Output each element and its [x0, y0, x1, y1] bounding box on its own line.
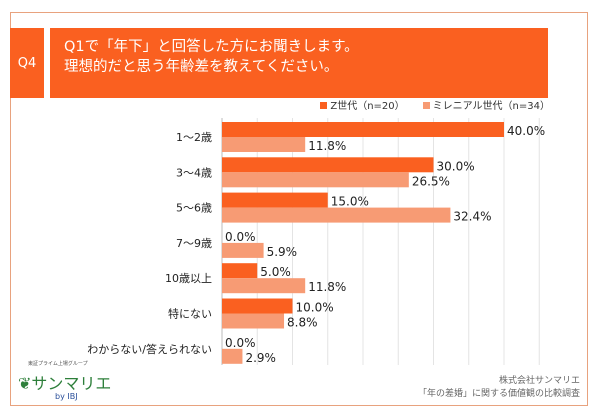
category-label: 7〜9歳 — [176, 237, 212, 250]
data-label: 0.0% — [225, 336, 256, 350]
category-label: 5〜6歳 — [176, 202, 212, 215]
data-label: 40.0% — [507, 124, 545, 138]
bar — [222, 192, 328, 208]
legend-label: Z世代（n=20） — [330, 101, 405, 112]
legend-millennial: ミレニアル世代（n=34） — [422, 97, 550, 112]
bar — [222, 348, 243, 364]
legend: Z世代（n=20） ミレニアル世代（n=34） — [320, 97, 550, 112]
logo-tagline: 東証プライム上場グループ — [28, 361, 88, 367]
bar — [222, 242, 264, 258]
data-label: 15.0% — [331, 195, 369, 209]
bar — [222, 298, 293, 314]
category-label: わからない/答えられない — [87, 342, 212, 356]
legend-z: Z世代（n=20） — [320, 97, 405, 112]
bar — [222, 137, 306, 152]
data-label: 30.0% — [437, 159, 475, 173]
title-line-2: 理想的だと思う年齢差を教えてください。 — [64, 59, 339, 75]
logo-by: by IBJ — [55, 392, 78, 401]
data-label: 5.0% — [260, 265, 291, 279]
footer: 株式会社サンマリエ「年の差婚」に関する価値観の比較調査 — [418, 375, 580, 401]
bar — [222, 263, 258, 279]
logo: 東証プライム上場グループ ❦サンマリエ — [18, 361, 112, 393]
category-label: 1〜2歳 — [176, 131, 212, 144]
data-label: 11.8% — [308, 139, 346, 153]
legend-swatch — [422, 102, 430, 109]
data-label: 8.8% — [287, 316, 318, 330]
legend-swatch — [320, 102, 328, 109]
data-label: 32.4% — [453, 210, 491, 224]
bar — [222, 172, 409, 188]
logo-text: サンマリエ — [31, 374, 112, 393]
data-label: 10.0% — [296, 301, 334, 315]
footer-company: 株式会社サンマリエ — [498, 376, 580, 386]
data-label: 0.0% — [225, 230, 256, 244]
bar — [222, 207, 451, 223]
title-line-1: Q1で「年下」と回答した方にお聞きします。 — [64, 39, 359, 55]
category-label: 10歳以上 — [165, 272, 212, 285]
category-label: 3〜4歳 — [176, 166, 212, 179]
bar — [222, 313, 285, 329]
bar — [222, 278, 306, 294]
data-label: 26.5% — [412, 174, 450, 188]
question-title: Q1で「年下」と回答した方にお聞きします。 理想的だと思う年齢差を教えてください。 — [50, 28, 548, 98]
data-label: 11.8% — [308, 280, 346, 294]
question-number: Q4 — [10, 28, 44, 98]
legend-label: ミレニアル世代（n=34） — [432, 101, 550, 112]
bar — [222, 157, 434, 173]
data-label: 5.9% — [267, 245, 298, 259]
footer-survey: 「年の差婚」に関する価値観の比較調査 — [417, 389, 580, 399]
category-label: 特にない — [168, 307, 212, 321]
bar — [222, 122, 504, 137]
frame — [10, 12, 588, 406]
data-label: 2.9% — [245, 351, 276, 365]
